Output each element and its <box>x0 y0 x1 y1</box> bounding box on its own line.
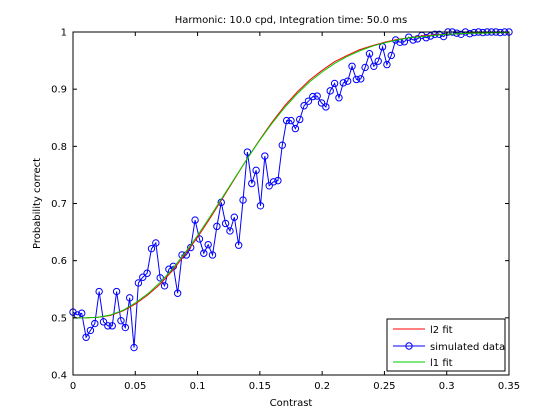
data-point <box>91 319 99 328</box>
x-tick-label: 0 <box>70 381 76 392</box>
x-tick-label: 0.1 <box>190 381 206 392</box>
data-point <box>383 60 391 69</box>
data-point <box>234 241 243 249</box>
data-point <box>191 216 199 224</box>
data-point <box>261 152 269 160</box>
data-point <box>248 179 256 188</box>
data-point <box>387 51 395 60</box>
data-point <box>326 87 334 95</box>
legend-marker-simulated-data <box>405 342 413 350</box>
data-point <box>296 115 304 124</box>
data-point <box>121 323 130 332</box>
data-point <box>125 294 134 302</box>
data-point <box>452 29 461 37</box>
y-tick-label: 0.6 <box>51 256 67 267</box>
x-tick-label: 0.05 <box>124 381 146 392</box>
x-tick-label: 0.35 <box>498 381 520 392</box>
data-point <box>213 222 221 231</box>
x-tick-label: 0.25 <box>373 381 395 392</box>
data-point <box>130 343 138 352</box>
data-point <box>156 274 164 282</box>
data-point <box>439 32 448 41</box>
data-point <box>117 316 125 325</box>
data-point <box>252 166 260 175</box>
y-tick-label: 1 <box>61 28 67 39</box>
data-point <box>147 244 156 253</box>
data-point <box>322 103 330 111</box>
data-point <box>370 62 378 71</box>
y-axis-label: Probability correct <box>32 158 43 249</box>
x-tick-label: 0.3 <box>439 381 455 392</box>
data-point <box>95 287 103 296</box>
series-line-l1-fit <box>73 32 509 319</box>
data-point <box>200 249 208 257</box>
data-point <box>457 30 465 38</box>
data-point <box>291 124 300 133</box>
legend-label-simulated-data: simulated data <box>430 342 505 353</box>
data-point <box>82 333 90 341</box>
data-point <box>357 75 365 83</box>
y-tick-label: 0.4 <box>51 371 67 382</box>
data-point <box>104 322 112 330</box>
x-axis-label: Contrast <box>270 398 313 409</box>
data-point <box>330 79 339 88</box>
y-tick-label: 0.9 <box>51 85 67 96</box>
data-point <box>309 92 317 101</box>
data-point <box>278 141 286 149</box>
data-point <box>99 318 108 326</box>
data-point <box>339 79 348 87</box>
data-point <box>335 94 343 102</box>
data-point <box>304 97 313 105</box>
data-point <box>256 202 265 210</box>
y-tick-label: 0.5 <box>51 313 67 324</box>
data-point <box>108 322 116 330</box>
data-point <box>243 148 252 156</box>
data-point <box>265 182 273 190</box>
x-axis: 0 0.05 0.1 0.15 0.2 0.25 0.3 0.35 <box>70 32 520 392</box>
data-point <box>422 34 430 42</box>
data-point <box>112 287 121 296</box>
data-point <box>86 326 95 335</box>
data-point <box>365 50 374 58</box>
data-point <box>352 75 361 84</box>
y-tick-label: 0.8 <box>51 142 67 153</box>
data-point <box>300 102 308 110</box>
data-point <box>173 289 182 297</box>
data-point <box>160 282 169 290</box>
x-tick-label: 0.15 <box>249 381 271 392</box>
data-point <box>204 240 212 249</box>
data-point <box>78 309 86 317</box>
data-point <box>226 227 234 235</box>
data-point <box>230 213 239 221</box>
chart-title: Harmonic: 10.0 cpd, Integration time: 50… <box>175 15 407 26</box>
data-point <box>139 273 147 281</box>
data-point <box>313 92 321 100</box>
data-point <box>269 178 278 186</box>
data-point <box>470 28 478 37</box>
data-point <box>361 63 369 72</box>
legend: l2 fit simulated data l1 fit <box>386 318 506 372</box>
legend-label-l2-fit: l2 fit <box>430 325 453 336</box>
data-point <box>287 116 295 125</box>
data-point <box>221 219 230 228</box>
data-point <box>317 99 326 107</box>
data-point <box>134 279 143 287</box>
data-point <box>239 196 247 204</box>
plot-area <box>73 32 509 375</box>
data-point <box>282 116 291 125</box>
data-point <box>374 57 382 65</box>
x-tick-label: 0.2 <box>314 381 330 392</box>
data-point <box>208 251 217 259</box>
data-point <box>152 239 160 247</box>
data-point <box>143 269 151 277</box>
data-point <box>348 62 356 71</box>
data-point <box>274 176 282 185</box>
legend-label-l1-fit: l1 fit <box>430 358 453 369</box>
y-axis: 0.4 0.5 0.6 0.7 0.8 0.9 1 <box>51 28 509 382</box>
data-point <box>343 77 352 85</box>
y-tick-label: 0.7 <box>51 199 67 210</box>
